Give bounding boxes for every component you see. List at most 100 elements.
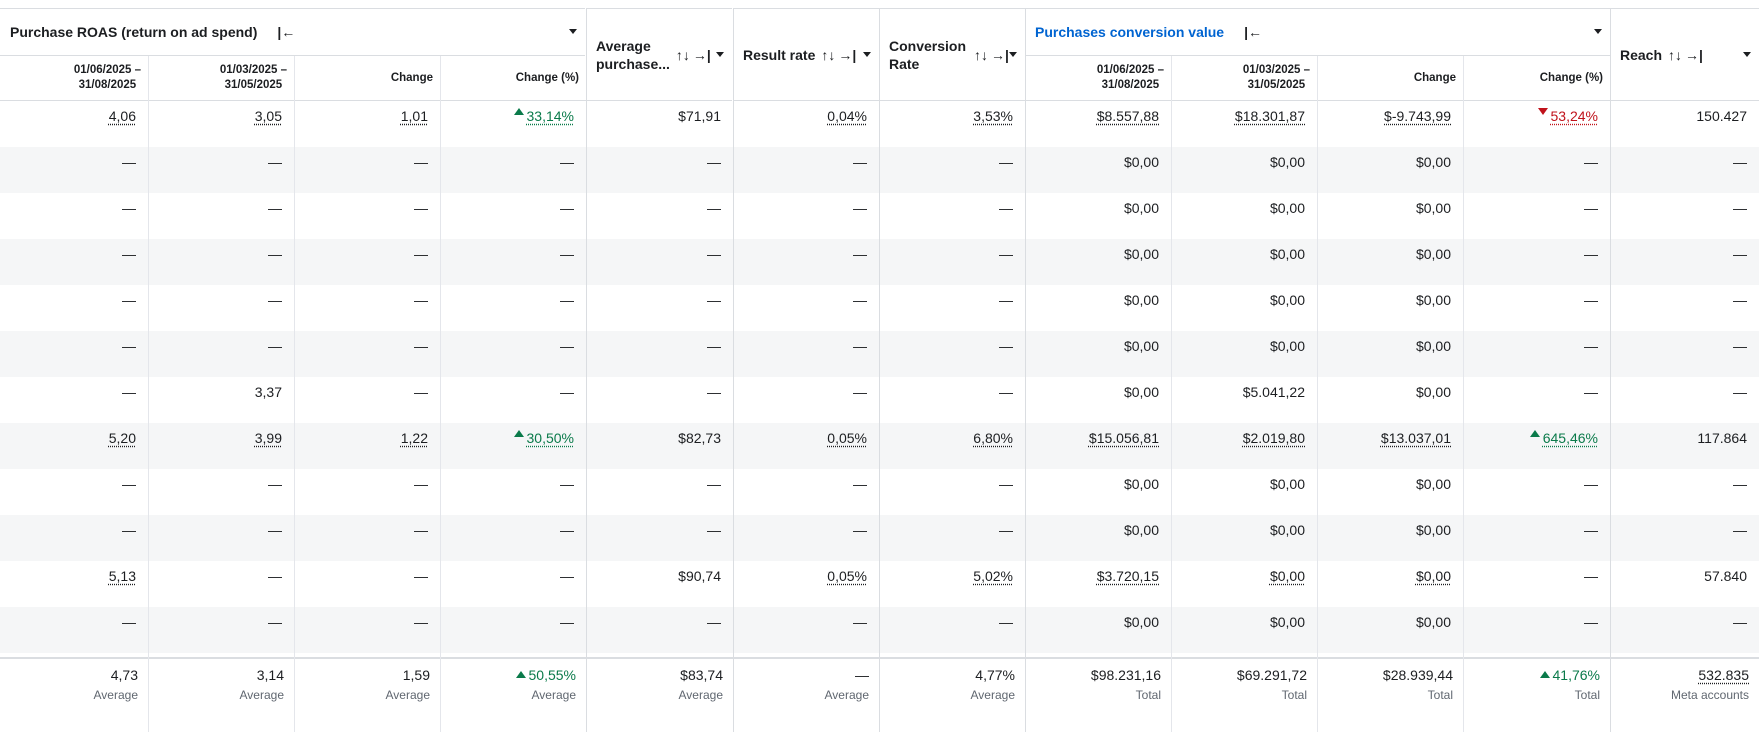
cell-roas-change-pct[interactable]: 33,14%: [440, 101, 586, 147]
cell-pcv-change: $0,00: [1317, 147, 1463, 193]
collapse-left-icon[interactable]: |←: [277, 24, 296, 40]
cell-pcv-period-a: $0,00: [1025, 193, 1171, 239]
table-row[interactable]: — — — — — — — $0,00 $0,00 $0,00 — —: [0, 469, 1759, 515]
cell-value: $0,00: [1123, 522, 1159, 538]
cell-pcv-period-b[interactable]: $2.019,80: [1171, 423, 1317, 469]
cell-value: —: [1584, 476, 1598, 492]
cell-result-rate[interactable]: 0,04%: [733, 101, 879, 147]
cell-value: $0,00: [1269, 292, 1305, 308]
cell-pcv-period-a[interactable]: $8.557,88: [1025, 101, 1171, 147]
header-result-rate[interactable]: Result rate ↑↓ →|: [733, 8, 879, 101]
cell-value: —: [707, 200, 721, 216]
sort-icon[interactable]: ↑↓: [675, 46, 690, 63]
cell-value: —: [1584, 154, 1598, 170]
cell-pcv-change-pct[interactable]: 53,24%: [1463, 101, 1610, 147]
table-row[interactable]: — — — — — — — $0,00 $0,00 $0,00 — —: [0, 285, 1759, 331]
header-purchases-conversion-value[interactable]: Purchases conversion value |←: [1025, 8, 1610, 56]
column-divider[interactable]: [879, 8, 880, 732]
subheader-pcv-change-pct[interactable]: Change (%): [1463, 56, 1610, 101]
cell-roas-change-pct: —: [440, 469, 586, 515]
cell-value: $13.037,01: [1380, 430, 1451, 446]
cell-roas-period-a[interactable]: 5,20: [0, 423, 148, 469]
header-average-purchase[interactable]: Average purchase... ↑↓ →|: [586, 8, 732, 101]
subheader-pcv-change[interactable]: Change: [1317, 56, 1463, 101]
column-divider[interactable]: [1463, 56, 1464, 732]
cell-value: 53,24%: [1550, 108, 1598, 124]
cell-pcv-period-a: $0,00: [1025, 377, 1171, 423]
chevron-down-icon[interactable]: [863, 51, 871, 57]
cell-result-rate[interactable]: 0,05%: [733, 423, 879, 469]
cell-conversion-rate[interactable]: 5,02%: [879, 561, 1025, 607]
cell-value: —: [560, 522, 574, 538]
cell-value: —: [560, 338, 574, 354]
footer-conversion-rate: 4,77% Average: [879, 667, 1025, 717]
cell-value: $0,00: [1415, 292, 1451, 308]
cell-average-purchase: $82,73: [586, 423, 733, 469]
cell-value: —: [414, 246, 428, 262]
cell-pcv-change[interactable]: $0,00: [1317, 561, 1463, 607]
cell-pcv-change: $0,00: [1317, 377, 1463, 423]
cell-pcv-change-pct[interactable]: 645,46%: [1463, 423, 1610, 469]
header-average-purchase-line2: purchase...: [596, 55, 670, 72]
chevron-down-icon[interactable]: [569, 29, 577, 34]
header-reach[interactable]: Reach ↑↓ →|: [1610, 8, 1759, 101]
header-purchase-roas[interactable]: Purchase ROAS (return on ad spend) |←: [0, 8, 585, 56]
subheader-roas-period-b[interactable]: 01/03/2025 – 31/05/2025: [148, 56, 294, 101]
cell-roas-period-a[interactable]: 5,13: [0, 561, 148, 607]
chevron-down-icon[interactable]: [1594, 29, 1602, 34]
cell-pcv-change[interactable]: $13.037,01: [1317, 423, 1463, 469]
cell-pcv-period-b[interactable]: $0,00: [1171, 561, 1317, 607]
cell-pcv-change-pct: —: [1463, 561, 1610, 607]
chevron-down-icon[interactable]: [716, 51, 724, 57]
cell-roas-change-pct: —: [440, 147, 586, 193]
subheader-pcv-period-a[interactable]: 01/06/2025 – 31/08/2025: [1025, 56, 1171, 101]
sort-icon[interactable]: ↑↓: [974, 46, 989, 63]
subheader-roas-period-a[interactable]: 01/06/2025 – 31/08/2025: [0, 56, 148, 101]
table-row[interactable]: — 3,37 — — — — — $0,00 $5.041,22 $0,00 — —: [0, 377, 1759, 423]
pin-right-icon[interactable]: →|: [838, 46, 857, 63]
table-row[interactable]: — — — — — — — $0,00 $0,00 $0,00 — —: [0, 193, 1759, 239]
sort-icon[interactable]: ↑↓: [821, 46, 836, 63]
column-divider[interactable]: [1025, 8, 1026, 732]
table-row[interactable]: 4,06 3,05 1,01 33,14% $71,91 0,04% 3,53% $8.557…: [0, 101, 1759, 147]
subheader-roas-change[interactable]: Change: [294, 56, 440, 101]
column-divider[interactable]: [586, 8, 587, 732]
column-divider[interactable]: [1171, 56, 1172, 732]
cell-roas-change: —: [294, 515, 440, 561]
cell-result-rate[interactable]: 0,05%: [733, 561, 879, 607]
collapse-left-icon[interactable]: |←: [1244, 24, 1263, 40]
sort-icon[interactable]: ↑↓: [1668, 46, 1683, 63]
cell-roas-change-pct[interactable]: 30,50%: [440, 423, 586, 469]
column-divider[interactable]: [294, 56, 295, 732]
cell-conversion-rate[interactable]: 6,80%: [879, 423, 1025, 469]
column-divider[interactable]: [733, 8, 734, 732]
cell-value: $0,00: [1123, 476, 1159, 492]
cell-roas-period-b[interactable]: 3,05: [148, 101, 294, 147]
cell-pcv-period-b[interactable]: $18.301,87: [1171, 101, 1317, 147]
column-divider[interactable]: [1317, 56, 1318, 732]
column-divider[interactable]: [440, 56, 441, 732]
subheader-pcv-period-b[interactable]: 01/03/2025 – 31/05/2025: [1171, 56, 1317, 101]
chevron-down-icon[interactable]: [1743, 51, 1751, 57]
cell-pcv-change[interactable]: $-9.743,99: [1317, 101, 1463, 147]
cell-pcv-period-a[interactable]: $15.056,81: [1025, 423, 1171, 469]
cell-roas-period-a[interactable]: 4,06: [0, 101, 148, 147]
cell-value: 6,80%: [973, 430, 1013, 446]
cell-roas-change[interactable]: 1,22: [294, 423, 440, 469]
cell-conversion-rate[interactable]: 3,53%: [879, 101, 1025, 147]
cell-roas-period-b[interactable]: 3,99: [148, 423, 294, 469]
column-divider[interactable]: [1610, 8, 1611, 732]
subheader-roas-change-pct[interactable]: Change (%): [440, 56, 586, 101]
cell-value: —: [1584, 568, 1598, 584]
header-conversion-rate[interactable]: Conversion Rate ↑↓ →|: [879, 8, 1025, 101]
cell-pcv-period-a[interactable]: $3.720,15: [1025, 561, 1171, 607]
footer-reach[interactable]: 532.835 Meta accounts: [1610, 667, 1759, 717]
table-row[interactable]: 5,13 — — — $90,74 0,05% 5,02% $3.720,15 $0,00 $0,…: [0, 561, 1759, 607]
column-divider[interactable]: [148, 56, 149, 732]
cell-value: —: [999, 154, 1013, 170]
pin-right-icon[interactable]: →|: [692, 46, 711, 63]
pin-right-icon[interactable]: →|: [1685, 46, 1703, 63]
chevron-down-icon[interactable]: [1009, 51, 1017, 57]
cell-roas-change[interactable]: 1,01: [294, 101, 440, 147]
pin-right-icon[interactable]: →|: [991, 46, 1009, 63]
